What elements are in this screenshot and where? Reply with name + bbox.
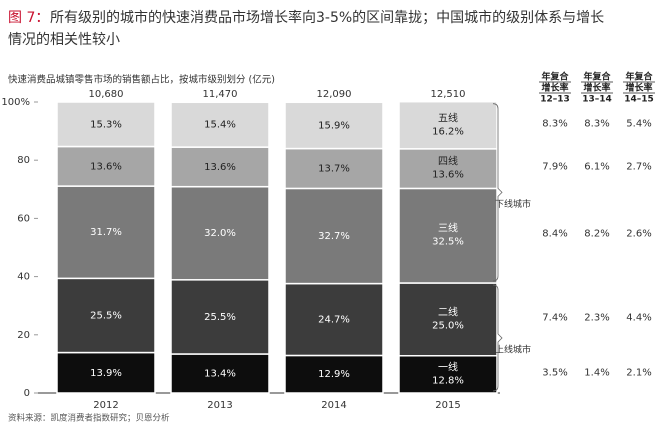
group-label: 下线城市 <box>495 198 531 210</box>
table-cell: 2.3% <box>584 312 609 323</box>
bar-segment <box>56 101 156 148</box>
x-tick-label: 2012 <box>93 400 118 411</box>
value-label: 13.6% <box>90 161 122 172</box>
x-tick-label: 2015 <box>435 400 460 411</box>
table-header: 年复合 <box>625 71 653 83</box>
value-label: 25.0% <box>432 320 464 331</box>
value-label: 12.9% <box>318 369 350 380</box>
value-label: 32.7% <box>318 231 350 242</box>
table-cell: 5.4% <box>626 118 651 129</box>
value-label: 13.9% <box>90 368 122 379</box>
bar-segment <box>56 185 156 280</box>
group-bracket <box>492 103 503 282</box>
table-header: 年复合 <box>541 71 569 83</box>
bar-segment <box>284 187 384 285</box>
bar-segment <box>398 100 498 150</box>
bar-segment <box>170 353 270 394</box>
table-header: 增长率 <box>541 82 568 94</box>
value-label: 15.4% <box>204 120 236 131</box>
bar-segment <box>170 101 270 148</box>
bar-segment <box>170 146 270 188</box>
bar-segment <box>56 351 156 394</box>
bar-segment <box>56 145 156 187</box>
table-cell: 4.4% <box>626 312 651 323</box>
x-tick-label: 2013 <box>207 400 232 411</box>
series-label: 一线 <box>438 360 458 373</box>
total-label: 12,090 <box>317 89 352 100</box>
group-bracket <box>492 284 503 392</box>
total-label: 11,470 <box>203 89 238 100</box>
bar-segment <box>398 148 498 190</box>
table-header: 12–13 <box>540 95 570 105</box>
bar-segment <box>284 282 384 357</box>
table-cell: 7.4% <box>542 312 567 323</box>
series-label: 二线 <box>438 305 458 318</box>
table-cell: 2.1% <box>626 367 651 378</box>
bar-segment <box>56 277 156 354</box>
y-tick-label: 100% <box>1 97 30 108</box>
table-cell: 8.2% <box>584 229 609 240</box>
value-label: 12.8% <box>432 375 464 386</box>
y-tick-label: 80 <box>17 155 30 166</box>
y-tick-label: 0 <box>24 388 30 399</box>
table-header: 增长率 <box>583 82 610 94</box>
table-cell: 7.9% <box>542 162 567 173</box>
table-cell: 3.5% <box>542 367 567 378</box>
value-label: 24.7% <box>318 315 350 326</box>
table-cell: 8.3% <box>542 118 567 129</box>
value-label: 15.3% <box>90 119 122 130</box>
x-tick-label: 2014 <box>321 400 346 411</box>
table-header: 14–15 <box>624 95 654 105</box>
bar-segment <box>398 187 498 284</box>
value-label: 13.6% <box>204 162 236 173</box>
bar-segment <box>284 147 384 190</box>
total-label: 10,680 <box>89 89 124 100</box>
bar-segment <box>284 101 384 150</box>
total-label: 12,510 <box>431 89 466 100</box>
value-label: 31.7% <box>90 227 122 238</box>
table-cell: 8.4% <box>542 229 567 240</box>
bar-segment <box>170 279 270 355</box>
y-tick-label: 60 <box>17 213 30 224</box>
table-header: 年复合 <box>583 71 611 83</box>
table-cell: 1.4% <box>584 367 609 378</box>
table-cell: 2.7% <box>626 162 651 173</box>
chart-title: 所有级别的城市的快速消费品市场增长率向3-5%的区间靠拢；中国城市的级别体系与增… <box>50 9 604 26</box>
value-label: 32.5% <box>432 237 464 248</box>
chart-subtitle: 快速消费品城镇零售市场的销售额占比，按城市级别划分 (亿元) <box>8 74 275 86</box>
y-tick-label: 40 <box>17 272 30 283</box>
value-label: 15.9% <box>318 120 350 131</box>
value-label: 25.5% <box>90 310 122 321</box>
table-header: 13–14 <box>582 95 612 105</box>
source: 资料来源：凯度消费者指数研究；贝恩分析 <box>8 413 170 424</box>
bar-segment <box>284 354 384 394</box>
value-label: 25.5% <box>204 312 236 323</box>
bar-segment <box>170 185 270 281</box>
series-label: 五线 <box>438 111 458 124</box>
bar-segment <box>398 355 498 394</box>
group-label: 上线城市 <box>495 344 531 356</box>
value-label: 16.2% <box>432 126 464 137</box>
table-header: 增长率 <box>625 82 652 94</box>
value-label: 13.6% <box>432 170 464 181</box>
figure-label: 图 7： <box>8 10 49 26</box>
value-label: 32.0% <box>204 228 236 239</box>
table-cell: 6.1% <box>584 162 609 173</box>
table-cell: 8.3% <box>584 118 609 129</box>
value-label: 13.4% <box>204 369 236 380</box>
series-label: 三线 <box>438 222 458 235</box>
chart-title: 情况的相关性较小 <box>8 32 120 48</box>
value-label: 13.7% <box>318 163 350 174</box>
y-tick-label: 20 <box>17 330 30 341</box>
series-label: 四线 <box>438 155 458 168</box>
bar-segment <box>398 282 498 357</box>
table-cell: 2.6% <box>626 229 651 240</box>
